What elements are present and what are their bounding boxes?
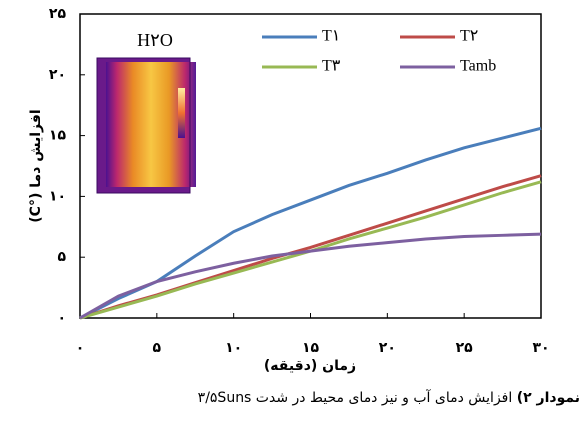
chart: H۲O افزایش دما (°C) زمان (دقیقه) ۰ ۵ ۱۰ ۱۵ ۲… xyxy=(28,6,550,374)
y-tick-label: ۵ xyxy=(57,249,66,265)
legend-label: T۳ xyxy=(322,58,341,75)
y-tick-label: ۱۵ xyxy=(49,128,67,144)
x-axis-label: زمان (دقیقه) xyxy=(264,358,356,374)
inset-label: H۲O xyxy=(137,30,173,50)
caption-lead: نمودار ۲) xyxy=(516,390,580,406)
x-tick-label: ۱۵ xyxy=(302,340,320,356)
x-tick-label: ۲۰ xyxy=(379,340,396,356)
y-tick-label: ۲۵ xyxy=(49,6,67,22)
legend-label: Tamb xyxy=(460,58,496,75)
legend-label: T۱ xyxy=(322,28,340,45)
x-tick-label: ۳۰ xyxy=(532,340,549,356)
x-tick-label: ۰ xyxy=(76,340,85,356)
y-axis-label: افزایش دما (°C) xyxy=(28,109,44,222)
y-tick-label: ۱۰ xyxy=(49,188,66,204)
legend-label: T۲ xyxy=(460,28,478,45)
y-tick-label: ۲۰ xyxy=(49,67,66,83)
series-line xyxy=(79,174,542,320)
caption: نمودار ۲) افزایش دمای آب و نیز دمای محیط… xyxy=(0,390,580,406)
series-line xyxy=(79,232,542,320)
x-tick-label: ۲۵ xyxy=(456,340,474,356)
y-tick-label: ۰ xyxy=(57,310,66,326)
x-tick-label: ۱۰ xyxy=(225,340,242,356)
x-tick-label: ۵ xyxy=(153,340,162,356)
inset-image xyxy=(96,57,196,194)
caption-text: افزایش دمای آب و نیز دمای محیط در شدت ۳/… xyxy=(197,390,513,406)
